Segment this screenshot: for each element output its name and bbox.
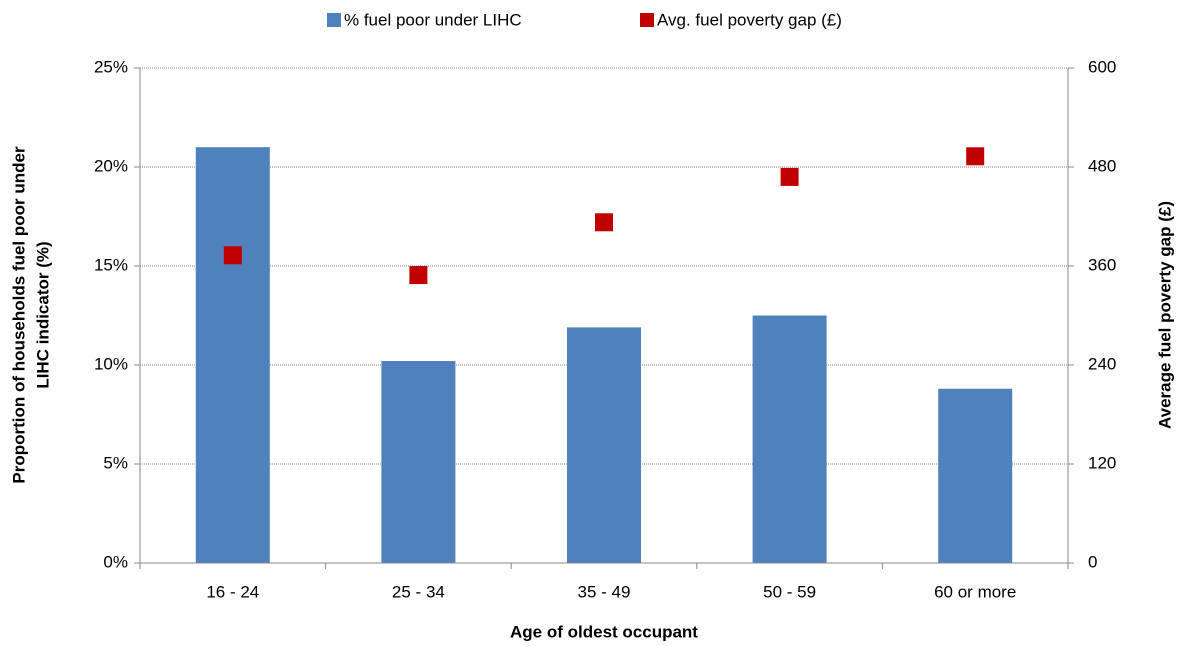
y2-axis-title: Average fuel poverty gap (£) (1155, 201, 1174, 429)
x-tick-label: 60 or more (934, 582, 1016, 601)
x-axis-title: Age of oldest occupant (510, 622, 698, 641)
bar (381, 361, 456, 563)
y-axis-title: LIHC indicator (%) (33, 241, 52, 388)
y2-tick-label: 480 (1088, 156, 1116, 175)
y2-tick-label: 600 (1088, 57, 1116, 76)
x-tick-label: 50 - 59 (763, 582, 816, 601)
marker (409, 266, 428, 285)
y-tick-label: 20% (94, 156, 128, 175)
marker (966, 147, 985, 166)
y-tick-label: 25% (94, 57, 128, 76)
y-axis-title: Proportion of households fuel poor under (9, 146, 28, 484)
x-tick-label: 25 - 34 (392, 582, 445, 601)
marker (595, 213, 613, 232)
marker (780, 167, 799, 186)
y-tick-label: 10% (94, 354, 128, 373)
y2-tick-label: 240 (1088, 354, 1116, 373)
legend-label: % fuel poor under LIHC (344, 10, 522, 29)
y-tick-label: 15% (94, 255, 128, 274)
legend-swatch (327, 13, 341, 27)
bar (938, 388, 1013, 563)
legend-swatch (640, 13, 654, 27)
x-tick-label: 16 - 24 (206, 582, 259, 601)
y2-tick-label: 360 (1088, 255, 1116, 274)
y-tick-label: 0% (103, 552, 128, 571)
bar (752, 315, 827, 563)
y2-tick-label: 0 (1088, 552, 1097, 571)
y-tick-label: 5% (103, 453, 128, 472)
x-tick-label: 35 - 49 (578, 582, 631, 601)
bar (567, 327, 641, 563)
y2-tick-label: 120 (1088, 453, 1116, 472)
legend-label: Avg. fuel poverty gap (£) (657, 10, 842, 29)
bar (195, 147, 270, 563)
marker (223, 246, 242, 265)
